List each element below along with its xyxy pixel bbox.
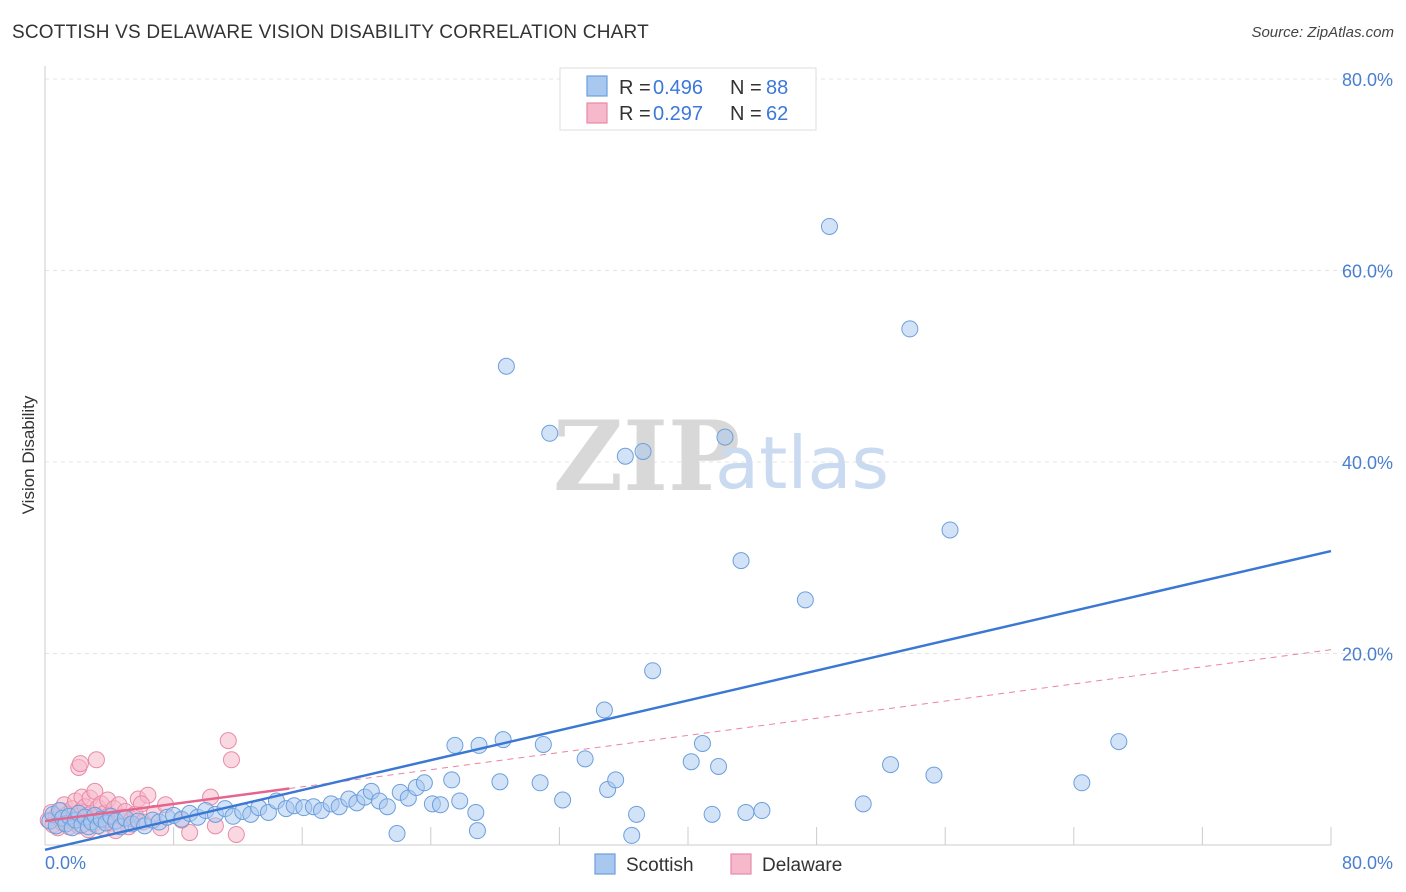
delaware-trend-line (44, 787, 290, 823)
correlation-legend: R = 0.496 N = 88 R = 0.297 N = 62 (559, 67, 817, 131)
scottish-point (531, 774, 549, 792)
delaware-point (222, 751, 240, 769)
scottish-point (703, 805, 721, 823)
trend-lines (44, 549, 1332, 852)
scottish-point (716, 428, 734, 446)
scottish-point (737, 803, 755, 821)
scottish-point (901, 320, 919, 338)
legend-r-value-scottish: 0.496 (653, 77, 703, 99)
scottish-point (941, 521, 959, 539)
tick-labels: 20.0% 40.0% 60.0% 80.0% 0.0% 80.0% (45, 70, 1393, 873)
legend-swatch-scottish (586, 75, 608, 97)
scottish-point (820, 217, 838, 235)
legend-n-value-delaware: 62 (766, 103, 788, 125)
scottish-point (607, 771, 625, 789)
bottom-legend-label-delaware: Delaware (762, 855, 842, 876)
legend-r-label-scottish: R = (619, 77, 651, 99)
x-tick-label-1: 80.0% (1342, 853, 1393, 873)
legend-n-value-scottish: 88 (766, 77, 788, 99)
delaware-point (219, 732, 237, 750)
scottish-point (451, 792, 469, 810)
y-tick-label-2: 60.0% (1342, 262, 1393, 282)
delaware-point (227, 825, 245, 843)
scottish-point (415, 774, 433, 792)
scottish-point (378, 798, 396, 816)
watermark-atlas: atlas (715, 421, 889, 505)
scottish-point (693, 735, 711, 753)
scottish-point (682, 753, 700, 771)
watermark: ZIP atlas (553, 400, 889, 513)
scottish-point (467, 803, 485, 821)
scottish-point (644, 662, 662, 680)
y-axis-label: Vision Disability (19, 395, 38, 514)
scottish-point (1110, 733, 1128, 751)
bottom-legend-label-scottish: Scottish (626, 855, 694, 876)
scottish-point (388, 825, 406, 843)
scottish-point (534, 735, 552, 753)
legend-r-value-delaware: 0.297 (653, 103, 703, 125)
y-tick-label-0: 20.0% (1342, 645, 1393, 665)
legend-n-label-scottish: N = (730, 77, 762, 99)
chart-title: SCOTTISH VS DELAWARE VISION DISABILITY C… (12, 22, 649, 43)
scottish-point (710, 757, 728, 775)
delaware-point (87, 751, 105, 769)
scottish-point (616, 447, 634, 465)
chart-source: Source: ZipAtlas.com (1251, 24, 1394, 41)
scottish-point (796, 591, 814, 609)
x-tick-label-0: 0.0% (45, 853, 86, 873)
scottish-point (1073, 774, 1091, 792)
scatter-points (39, 217, 1128, 844)
scottish-point (595, 701, 613, 719)
scottish-point (753, 802, 771, 820)
bottom-legend-swatch-delaware (730, 853, 752, 875)
scottish-point (854, 795, 872, 813)
y-tick-label-1: 40.0% (1342, 453, 1393, 473)
delaware-point (181, 824, 199, 842)
scottish-trend-line (44, 549, 1332, 852)
scottish-point (259, 803, 277, 821)
scottish-point (541, 424, 559, 442)
scottish-point (576, 750, 594, 768)
series-legend: Scottish Delaware (594, 853, 842, 876)
scottish-point (468, 822, 486, 840)
delaware-trend-line-dashed (289, 649, 1332, 790)
grid-lines (45, 78, 1394, 654)
scottish-point (882, 756, 900, 774)
scottish-point (497, 357, 515, 375)
scottish-point (732, 552, 750, 570)
legend-n-label-delaware: N = (730, 103, 762, 125)
scottish-point (554, 791, 572, 809)
legend-r-label-delaware: R = (619, 103, 651, 125)
scottish-point (623, 826, 641, 844)
scottish-point (628, 805, 646, 823)
y-tick-label-3: 80.0% (1342, 70, 1393, 90)
scottish-point (491, 773, 509, 791)
legend-swatch-delaware (586, 102, 608, 124)
bottom-legend-swatch-scottish (594, 853, 616, 875)
delaware-point (71, 755, 89, 773)
scottish-point (446, 736, 464, 754)
scottish-point (925, 766, 943, 784)
axes (44, 66, 1332, 846)
scottish-point (431, 796, 449, 814)
scottish-point (443, 771, 461, 789)
scottish-point (634, 442, 652, 460)
